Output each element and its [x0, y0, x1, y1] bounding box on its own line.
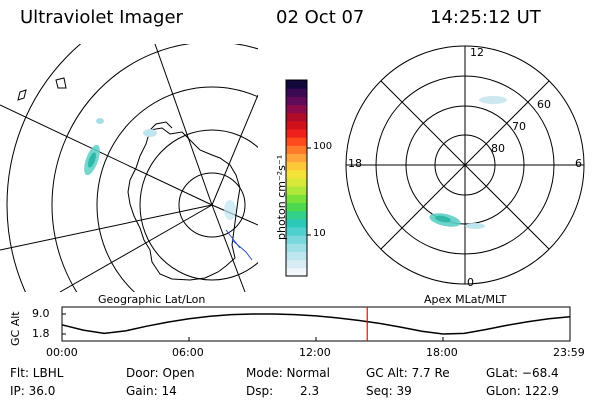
geo-lat-circle — [96, 86, 258, 292]
dsp-value: 2.3 — [300, 384, 320, 398]
colorbar-cell — [286, 202, 307, 212]
aurora-emission — [465, 223, 485, 229]
glat-value: GLat: −68.4 — [486, 366, 559, 380]
antarctica-coastline — [127, 127, 241, 281]
dsp-label: Dsp: — [246, 384, 274, 398]
colorbar-cell — [286, 161, 307, 171]
colorbar-cell — [286, 259, 307, 269]
geo-lat-circle — [178, 172, 246, 238]
aurora-emission — [435, 215, 451, 223]
colorbar-cell — [286, 129, 307, 138]
altitude-series-line — [61, 313, 571, 335]
glon-value: GLon: 122.9 — [486, 384, 559, 398]
mlat-label-60: 60 — [537, 98, 551, 111]
x-tick-label: 06:00 — [172, 346, 204, 359]
y-axis-label: GC Alt — [9, 311, 22, 346]
time-label: 14:25:12 UT — [430, 7, 541, 28]
date-label: 02 Oct 07 — [276, 7, 365, 28]
mlat-label-80: 80 — [491, 142, 505, 155]
ip-value: IP: 36.0 — [10, 384, 56, 398]
gc-alt-value: GC Alt: 7.7 Re — [366, 366, 450, 380]
mlt-label-18: 18 — [348, 157, 362, 170]
colorbar-cell — [286, 112, 307, 122]
x-tick-label: 23:59 — [553, 346, 585, 359]
colorbar-cell — [286, 96, 307, 105]
colorbar-cell — [286, 194, 307, 203]
colorbar-cell — [286, 267, 307, 277]
x-tick-label: 18:00 — [426, 346, 458, 359]
aurora-emission — [224, 200, 236, 220]
coast-fragment — [225, 229, 241, 249]
colorbar-cell — [286, 243, 307, 252]
mlt-line — [380, 80, 550, 250]
gain-value: Gain: 14 — [126, 384, 177, 398]
geo-meridian — [0, 204, 213, 251]
geo-meridian — [211, 94, 258, 206]
geo-panel-label: Geographic Lat/Lon — [98, 293, 206, 306]
colorbar-cell — [286, 137, 307, 146]
geo-meridian — [0, 104, 213, 206]
x-tick-label: 12:00 — [299, 346, 331, 359]
aurora-emission — [143, 129, 157, 137]
aurora-emission — [479, 96, 507, 104]
coast-fragment — [149, 121, 173, 131]
mlat-label-70: 70 — [512, 120, 526, 133]
polar-panel-label: Apex MLat/MLT — [424, 293, 507, 306]
geo-meridian — [59, 204, 213, 292]
colorbar-tick-label: 10 — [313, 228, 326, 239]
colorbar-cell — [286, 235, 307, 244]
colorbar-cell — [286, 120, 307, 130]
chart-frame — [61, 306, 571, 342]
colorbar-cell — [286, 227, 307, 236]
colorbar-cell — [286, 210, 307, 220]
mode-value: Mode: Normal — [246, 366, 330, 380]
coast-fragment — [17, 89, 27, 101]
filter-value: Flt: LBHL — [10, 366, 64, 380]
y-tick-label: 1.8 — [32, 327, 50, 340]
colorbar-cell — [286, 218, 307, 228]
colorbar-tick-label: 100 — [313, 141, 333, 152]
mlt-label-12: 12 — [470, 46, 484, 59]
colorbar-cell — [286, 80, 307, 89]
coast-fragment — [55, 77, 67, 89]
colorbar-cell — [286, 153, 307, 163]
geo-lat-circle — [6, 44, 82, 292]
geo-lat-circle — [139, 129, 258, 281]
geo-meridian — [154, 44, 213, 206]
colorbar-cell — [286, 186, 307, 195]
aurora-emission — [96, 118, 104, 124]
geo-meridian — [211, 204, 246, 292]
colorbar-cell — [286, 169, 307, 179]
aurora-emission — [88, 152, 96, 168]
geo-lat-circle — [51, 44, 258, 292]
colorbar-cell — [286, 104, 307, 114]
mlt-label-0: 0 — [467, 276, 474, 289]
colorbar-cell — [286, 178, 307, 187]
colorbar-cell — [286, 251, 307, 261]
colorbar-cell — [286, 88, 307, 97]
x-tick-label: 00:00 — [46, 346, 78, 359]
y-tick-label: 9.0 — [32, 307, 50, 320]
seq-value: Seq: 39 — [366, 384, 412, 398]
colorbar-cell — [286, 145, 307, 154]
instrument-title: Ultraviolet Imager — [20, 7, 183, 28]
mlt-label-6: 6 — [575, 157, 582, 170]
door-status: Door: Open — [126, 366, 195, 380]
